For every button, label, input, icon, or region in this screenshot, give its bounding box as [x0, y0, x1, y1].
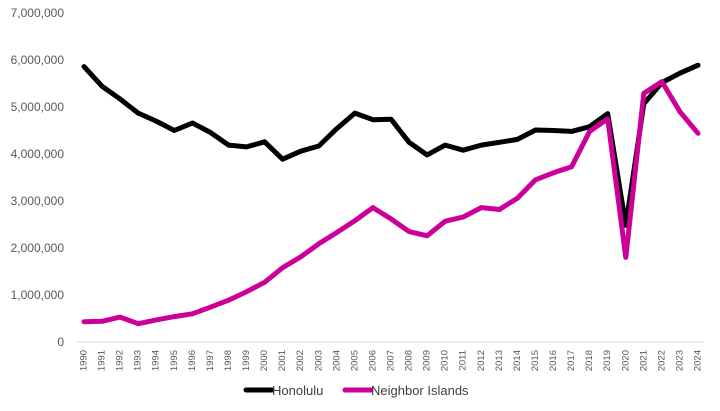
x-tick-label: 2000: [259, 350, 270, 371]
y-tick-label: 5,000,000: [11, 100, 65, 114]
x-tick-label: 2014: [512, 350, 523, 371]
x-tick-label: 2004: [331, 350, 342, 371]
x-tick-label: 2008: [404, 350, 415, 371]
x-tick-label: 2016: [548, 350, 559, 371]
x-tick-label: 2023: [674, 350, 685, 371]
x-tick-label: 2019: [602, 350, 613, 371]
x-tick-label: 1994: [151, 350, 162, 371]
y-tick-label: 4,000,000: [11, 147, 65, 161]
x-tick-label: 2015: [530, 350, 541, 371]
y-tick-label: 2,000,000: [11, 241, 65, 255]
x-tick-label: 1990: [79, 350, 90, 371]
x-tick-label: 1992: [115, 350, 126, 371]
series-line-honolulu: [81, 62, 701, 228]
x-tick-label: 2002: [295, 350, 306, 371]
x-tick-label: 1996: [187, 350, 198, 371]
series-line-neighbor-islands: [81, 79, 701, 327]
y-tick-label: 6,000,000: [11, 53, 65, 67]
x-tick-label: 2020: [620, 350, 631, 371]
x-tick-label: 2005: [349, 350, 360, 371]
y-axis: 0 1,000,000 2,000,000 3,000,000 4,000,000 5,0…: [11, 6, 65, 349]
x-tick-label: 2017: [566, 350, 577, 371]
x-tick-label: 2024: [693, 350, 704, 371]
x-tick-label: 2006: [367, 350, 378, 371]
x-tick-label: 2007: [386, 350, 397, 371]
x-tick-label: 2009: [422, 350, 433, 371]
x-tick-label: 1991: [97, 350, 108, 371]
x-tick-label: 2003: [313, 350, 324, 371]
x-tick-label: 1998: [223, 350, 234, 371]
x-tick-label: 2010: [440, 350, 451, 371]
series-lines: [81, 62, 701, 327]
x-tick-label: 2012: [476, 350, 487, 371]
x-tick-label: 2018: [584, 350, 595, 371]
x-tick-label: 2021: [638, 350, 649, 371]
y-tick-label: 7,000,000: [11, 6, 65, 20]
x-tick-label: 2013: [494, 350, 505, 371]
y-tick-label: 1,000,000: [11, 288, 65, 302]
legend-label: Honolulu: [272, 383, 323, 398]
x-tick-label: 1993: [133, 350, 144, 371]
x-tick-label: 2022: [656, 350, 667, 371]
x-axis: 1990 1991 1992 1993 1994 1995 1996 1997 1998 1999…: [79, 350, 704, 371]
x-tick-label: 1999: [241, 350, 252, 371]
y-tick-label: 0: [57, 335, 64, 349]
x-tick-label: 1995: [169, 350, 180, 371]
legend: Honolulu Neighbor Islands: [243, 383, 469, 398]
legend-label: Neighbor Islands: [371, 383, 469, 398]
x-tick-label: 2011: [458, 350, 469, 370]
y-tick-label: 3,000,000: [11, 194, 65, 208]
x-tick-label: 2001: [277, 350, 288, 371]
x-tick-label: 1997: [205, 350, 216, 371]
